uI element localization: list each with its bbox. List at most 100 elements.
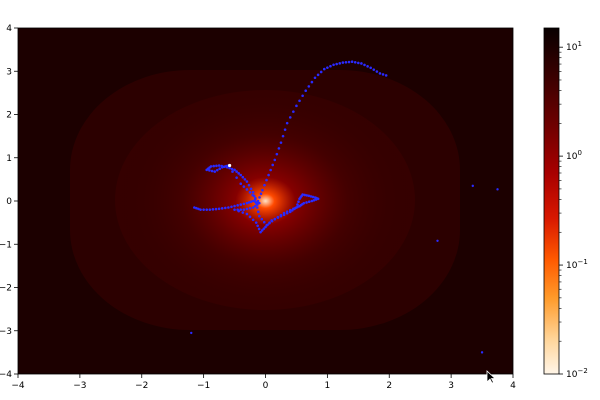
x-axis: −4 −3 −2 −1 0 1 2 3 4 xyxy=(11,374,516,391)
trajectory-point xyxy=(357,61,360,65)
trajectory-point xyxy=(316,197,320,201)
trajectory-point xyxy=(281,134,285,138)
y-tick-label: −1 xyxy=(0,240,12,250)
trajectory-point xyxy=(375,70,379,73)
y-tick-label: 2 xyxy=(6,111,12,121)
trajectory-point xyxy=(285,121,289,125)
stray-point xyxy=(190,331,193,335)
trajectory-point xyxy=(239,203,243,206)
trajectory-point xyxy=(249,187,253,191)
current-point xyxy=(228,163,232,168)
trajectory-point xyxy=(273,158,277,162)
trajectory-point xyxy=(243,178,247,181)
trajectory-point xyxy=(256,199,260,203)
stray-point xyxy=(480,351,484,354)
colorbar-tick-base: 10 xyxy=(566,152,578,162)
trajectory-point xyxy=(384,74,388,77)
trajectory xyxy=(190,60,499,354)
trajectory-point xyxy=(258,201,261,205)
trajectory-point xyxy=(270,219,274,223)
trajectory-point xyxy=(212,164,216,168)
x-tick-label: 2 xyxy=(386,381,392,391)
trajectory-point xyxy=(267,173,270,177)
trajectory-point xyxy=(228,166,231,170)
trajectory-point xyxy=(241,175,245,179)
trajectory-point xyxy=(363,63,366,67)
trajectory-point xyxy=(251,193,255,197)
trajectory-point xyxy=(269,168,272,172)
trajectory-point xyxy=(259,192,263,196)
trajectory-point xyxy=(256,210,260,214)
trajectory-point xyxy=(242,185,246,188)
colorbar-tick-exponent: −1 xyxy=(577,258,587,266)
trajectory-point xyxy=(372,68,376,71)
trajectory-point xyxy=(248,191,252,194)
x-tick-label: 4 xyxy=(510,381,516,391)
trajectory-point xyxy=(360,62,363,65)
colorbar-tick-label: 100 xyxy=(566,149,582,162)
x-tick-label: 1 xyxy=(325,381,331,391)
trajectory-point xyxy=(210,169,214,173)
trajectory-point xyxy=(233,168,236,172)
trajectory-point xyxy=(195,206,198,210)
trajectory-point xyxy=(261,188,264,192)
y-tick-label: −4 xyxy=(0,370,12,380)
trajectory-point xyxy=(277,147,281,150)
trajectory-point xyxy=(258,214,261,218)
trajectory-point xyxy=(298,99,301,103)
trajectory-point xyxy=(292,207,295,211)
trajectory-point xyxy=(256,224,259,228)
trajectory-point xyxy=(314,198,318,201)
trajectory-point xyxy=(233,208,236,211)
stray-point xyxy=(471,184,474,188)
trajectory-point xyxy=(353,61,357,64)
trajectory-point xyxy=(230,205,233,209)
trajectory-point xyxy=(251,206,255,209)
trajectory-point xyxy=(268,221,271,225)
trajectory-point xyxy=(301,193,304,196)
colorbar-tick-label: 10−1 xyxy=(566,258,588,271)
trajectory-point xyxy=(239,173,243,177)
y-tick-label: 3 xyxy=(6,67,12,77)
trajectory-point xyxy=(205,208,209,211)
trajectory-point xyxy=(245,188,249,191)
trajectory-point xyxy=(251,218,255,222)
trajectory-point xyxy=(253,204,257,208)
trajectory-point xyxy=(338,62,342,65)
heatmap-area xyxy=(18,28,513,374)
trajectory-point xyxy=(263,183,266,187)
y-tick-label: 0 xyxy=(6,197,12,207)
colorbar-frame xyxy=(543,27,560,375)
trajectory-point xyxy=(237,172,240,175)
trajectory-point xyxy=(242,208,246,211)
trajectory-point xyxy=(220,165,224,169)
trajectory-point xyxy=(304,89,308,93)
trajectory-point xyxy=(311,195,315,199)
trajectory-point xyxy=(262,220,266,224)
trajectory-point xyxy=(296,203,299,206)
trajectory-point xyxy=(316,73,320,77)
trajectory-point xyxy=(271,163,275,167)
trajectory-point xyxy=(245,212,249,216)
trajectory-point xyxy=(275,152,279,156)
stray-point xyxy=(496,188,499,191)
trajectory-point xyxy=(305,201,308,204)
trajectory-point xyxy=(230,167,234,171)
trajectory-point xyxy=(259,230,262,234)
trajectory-point xyxy=(313,76,317,80)
trajectory-point xyxy=(242,202,246,206)
trajectory-point xyxy=(350,60,354,64)
trajectory-point xyxy=(307,85,311,88)
x-tick-label: 0 xyxy=(263,381,269,391)
trajectory-point xyxy=(296,205,299,209)
y-tick-label: −2 xyxy=(0,284,12,294)
trajectory-point xyxy=(297,200,300,204)
trajectory-point xyxy=(262,227,266,230)
trajectory-point xyxy=(312,198,316,202)
trajectory-point xyxy=(257,227,261,231)
trajectory-point xyxy=(378,72,382,75)
trajectory-point xyxy=(248,206,252,210)
trajectory-point xyxy=(245,180,249,183)
mouse-cursor-icon xyxy=(486,370,496,384)
trajectory-point xyxy=(285,210,289,213)
